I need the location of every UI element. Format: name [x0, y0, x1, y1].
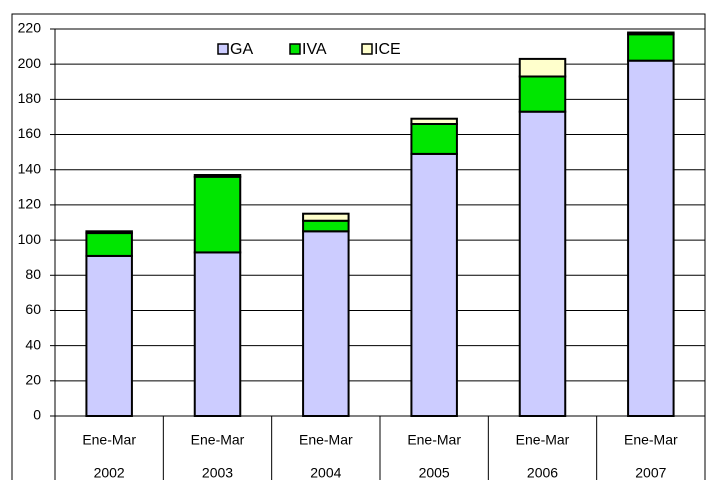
x-tick-label: Ene-Mar: [82, 432, 136, 448]
y-tick-label: 0: [33, 407, 41, 423]
bar-segment: [518, 110, 567, 417]
x-tick-label: 2002: [94, 465, 125, 480]
y-tick-label: 200: [18, 55, 42, 71]
bar-segment: [518, 57, 567, 78]
bar-segment: [410, 152, 458, 418]
bar-segment: [410, 117, 458, 125]
x-tick-label: Ene-Mar: [407, 432, 461, 448]
x-tick-label: Ene-Mar: [624, 432, 678, 448]
y-tick-label: 100: [18, 231, 42, 247]
bar-segment: [302, 219, 350, 233]
bar-segment: [193, 251, 242, 417]
bar-segment: [518, 75, 567, 113]
y-tick-label: 20: [25, 372, 41, 388]
x-tick-label: 2004: [310, 465, 341, 480]
y-tick-label: 120: [18, 196, 42, 212]
bar-segment: [85, 232, 133, 257]
legend-swatch: [217, 43, 229, 55]
legend-swatch: [289, 43, 301, 55]
y-tick-label: 60: [25, 301, 41, 317]
y-tick-label: 180: [18, 90, 42, 106]
y-tick-label: 160: [18, 125, 42, 141]
bar-segment: [302, 212, 350, 222]
y-tick-label: 140: [18, 160, 42, 176]
bar-segment: [410, 122, 458, 155]
bar-segment: [85, 230, 133, 235]
x-tick-label: Ene-Mar: [299, 432, 353, 448]
x-tick-label: 2006: [527, 465, 558, 480]
x-tick-label: 2003: [202, 465, 233, 480]
bar-segment: [193, 174, 242, 178]
y-tick-label: 40: [25, 336, 41, 352]
legend-label: IVA: [302, 41, 327, 58]
bar-segment: [627, 59, 675, 417]
bar-segment: [627, 33, 675, 62]
bar-segment: [302, 230, 350, 417]
x-tick-label: 2007: [635, 465, 666, 480]
x-tick-label: Ene-Mar: [191, 432, 245, 448]
plot-area: [54, 28, 706, 417]
x-tick-label: Ene-Mar: [516, 432, 570, 448]
bar-segment: [85, 254, 133, 417]
legend-label: ICE: [374, 41, 401, 58]
legend-swatch: [361, 43, 373, 55]
legend-label: GA: [230, 41, 253, 58]
bar-segment: [193, 175, 242, 254]
bar-segment: [627, 31, 675, 36]
x-tick-label: 2005: [419, 465, 450, 480]
y-tick-label: 220: [18, 20, 42, 36]
y-tick-label: 80: [25, 266, 41, 282]
